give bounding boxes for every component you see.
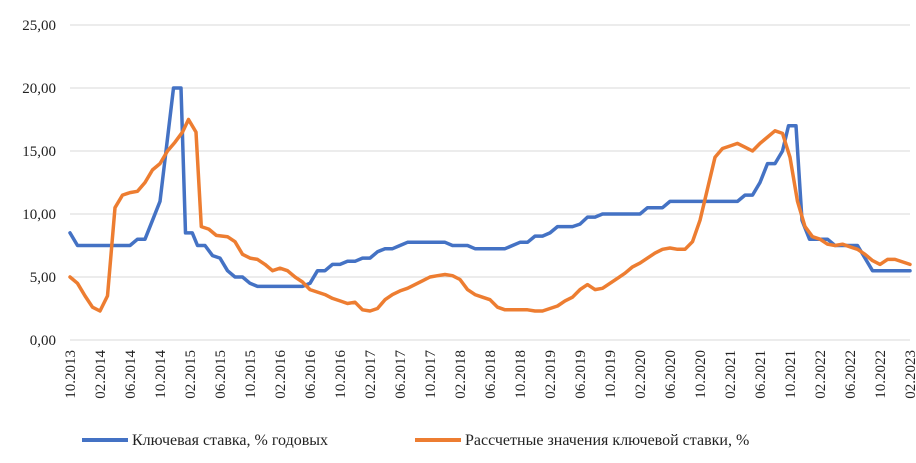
x-tick-label: 10.2014 — [153, 350, 169, 399]
x-tick-label: 02.2018 — [453, 350, 469, 399]
y-tick-label: 20,00 — [22, 81, 56, 97]
x-tick-label: 06.2016 — [303, 350, 319, 399]
x-tick-label: 10.2018 — [513, 350, 529, 399]
x-tick-label: 02.2021 — [723, 350, 739, 399]
x-tick-label: 10.2020 — [693, 350, 709, 399]
x-tick-label: 02.2015 — [183, 350, 199, 399]
x-tick-label: 06.2017 — [393, 350, 409, 399]
legend: Ключевая ставка, % годовых Рассчетные зна… — [82, 432, 749, 449]
x-tick-label: 10.2015 — [243, 350, 259, 399]
grid-lines — [70, 24, 910, 341]
x-tick-label: 10.2019 — [603, 350, 619, 399]
series-lines — [68, 86, 912, 313]
x-tick-label: 10.2017 — [423, 350, 439, 399]
x-tick-label: 06.2020 — [663, 350, 679, 399]
y-tick-label: 25,00 — [22, 18, 56, 34]
x-tick-label: 02.2017 — [363, 350, 379, 399]
x-tick-label: 10.2021 — [783, 350, 799, 399]
x-tick-label: 06.2019 — [573, 350, 589, 399]
x-tick-label: 02.2016 — [273, 350, 289, 399]
x-tick-label: 06.2014 — [123, 350, 139, 399]
x-tick-label: 06.2018 — [483, 350, 499, 399]
y-tick-label: 10,00 — [22, 207, 56, 223]
x-tick-label: 02.2023 — [903, 350, 916, 399]
y-tick-label: 5,00 — [30, 270, 56, 286]
x-tick-label: 02.2014 — [93, 350, 109, 399]
legend-label-key-rate: Ключевая ставка, % годовых — [132, 432, 328, 449]
x-axis-tick-labels: 10.2013 02.2014 06.2014 10.2014 02.2015 06.20… — [63, 350, 916, 399]
x-tick-label: 06.2021 — [753, 350, 769, 399]
y-tick-label: 0,00 — [30, 333, 56, 349]
x-tick-label: 06.2022 — [843, 350, 859, 399]
estimated-rate-line — [68, 117, 912, 313]
key-rate-line — [68, 86, 912, 289]
x-tick-label: 10.2013 — [63, 350, 79, 399]
x-tick-label: 10.2022 — [873, 350, 889, 399]
x-tick-label: 02.2020 — [633, 350, 649, 399]
y-axis-tick-labels: 0,00 5,00 10,00 15,00 20,00 25,00 — [22, 18, 56, 349]
x-tick-label: 02.2022 — [813, 350, 829, 399]
legend-label-estimated: Рассчетные значения ключевой ставки, % — [465, 432, 749, 449]
y-tick-label: 15,00 — [22, 144, 56, 160]
x-tick-label: 06.2015 — [213, 350, 229, 399]
x-tick-label: 02.2019 — [543, 350, 559, 399]
x-tick-label: 10.2016 — [333, 350, 349, 399]
